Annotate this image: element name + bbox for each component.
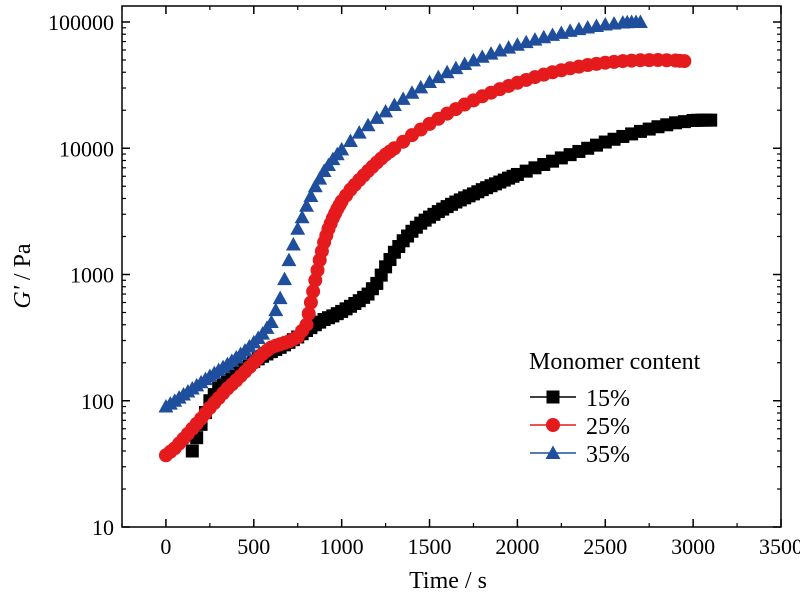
data-point-triangle bbox=[307, 178, 323, 193]
y-axis-title: G' / Pa bbox=[10, 243, 36, 308]
legend-label: 35% bbox=[586, 442, 630, 468]
x-tick-label: 2000 bbox=[495, 534, 539, 559]
y-tick-label: 100 bbox=[81, 389, 114, 414]
data-point-triangle bbox=[404, 85, 420, 99]
legend-label: 25% bbox=[586, 414, 630, 440]
x-tick-label: 3500 bbox=[759, 534, 800, 559]
data-point-triangle bbox=[277, 271, 293, 286]
data-point-triangle bbox=[448, 60, 464, 75]
y-tick-label: 10000 bbox=[59, 136, 114, 161]
data-point-triangle bbox=[430, 69, 446, 84]
data-point-square bbox=[704, 113, 718, 127]
x-tick-label: 2500 bbox=[583, 534, 627, 559]
data-point-circle bbox=[303, 295, 318, 310]
data-point-triangle bbox=[395, 91, 411, 105]
x-tick-label: 1000 bbox=[320, 534, 364, 559]
x-tick-label: 500 bbox=[237, 534, 270, 559]
data-point-triangle bbox=[378, 103, 394, 118]
plot-border bbox=[121, 5, 782, 528]
y-axis-title-unit: / Pa bbox=[10, 243, 36, 286]
data-point-triangle bbox=[457, 56, 473, 70]
y-tick-label: 1000 bbox=[70, 263, 114, 288]
data-point-triangle bbox=[360, 117, 376, 132]
data-point-circle bbox=[299, 317, 314, 332]
data-point-triangle bbox=[369, 110, 385, 124]
data-point-triangle bbox=[285, 236, 301, 251]
legend-marker-square bbox=[546, 390, 560, 404]
data-point-triangle bbox=[268, 302, 284, 317]
x-tick-label: 3000 bbox=[671, 534, 715, 559]
legend-marker-circle bbox=[546, 418, 560, 432]
data-point-circle bbox=[301, 306, 316, 321]
data-point-triangle bbox=[272, 290, 288, 305]
legend-marker-triangle bbox=[545, 445, 561, 459]
data-point-triangle bbox=[263, 314, 279, 329]
data-point-square bbox=[185, 444, 199, 458]
series-circle bbox=[158, 53, 692, 463]
data-point-triangle bbox=[299, 198, 314, 212]
data-point-circle bbox=[677, 54, 692, 69]
data-point-triangle bbox=[351, 125, 367, 139]
data-point-triangle bbox=[294, 209, 310, 224]
legend: Monomer content 15%25%35% bbox=[529, 349, 701, 468]
data-point-triangle bbox=[303, 188, 319, 203]
data-point-circle bbox=[306, 284, 321, 299]
y-axis-title-symbol: G' bbox=[10, 285, 36, 308]
data-point-triangle bbox=[465, 52, 481, 67]
data-point-triangle bbox=[632, 14, 648, 28]
y-tick-label: 10 bbox=[92, 515, 114, 540]
x-tick-label: 1500 bbox=[408, 534, 452, 559]
data-point-triangle bbox=[290, 221, 306, 235]
legend-title: Monomer content bbox=[529, 349, 701, 375]
plot-frame bbox=[121, 5, 782, 528]
legend-label: 15% bbox=[586, 386, 630, 412]
x-tick-label: 0 bbox=[160, 534, 171, 559]
data-point-triangle bbox=[413, 79, 429, 94]
data-point-triangle bbox=[386, 97, 402, 111]
series-square bbox=[185, 113, 718, 458]
y-axis-ticks: 10 100 1000 10000 100000 bbox=[48, 10, 781, 540]
data-point-triangle bbox=[312, 171, 328, 185]
data-point-triangle bbox=[422, 74, 438, 88]
x-axis-ticks: 0 500 1000 1500 2000 2500 3000 3500 bbox=[121, 6, 800, 559]
data-point-triangle bbox=[342, 133, 358, 147]
series-layer bbox=[158, 14, 718, 463]
data-point-triangle bbox=[439, 64, 455, 79]
data-point-triangle bbox=[334, 141, 350, 156]
x-axis-title: Time / s bbox=[409, 568, 487, 594]
series-triangle bbox=[158, 14, 648, 413]
data-point-triangle bbox=[281, 252, 297, 267]
y-tick-label: 100000 bbox=[48, 10, 114, 35]
legend-entries: 15%25%35% bbox=[530, 386, 630, 468]
